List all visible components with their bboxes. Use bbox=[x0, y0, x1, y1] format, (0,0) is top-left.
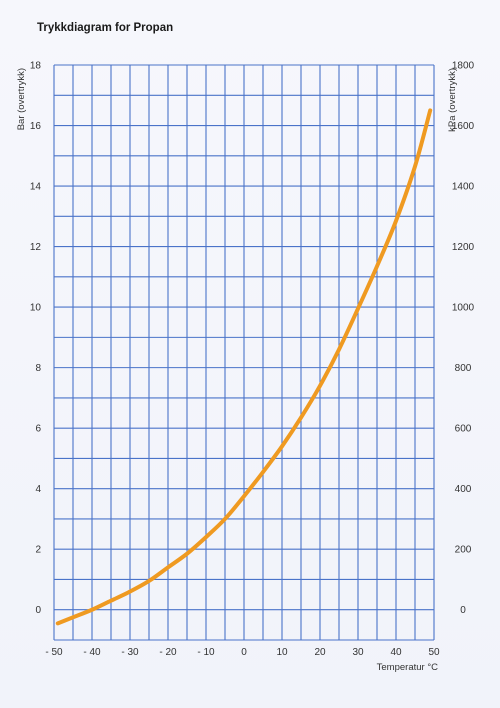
y2-tick-label: 1800 bbox=[452, 61, 475, 72]
axis-titles: Bar (overtrykk) kPa (overtrykk) Temperatur… bbox=[16, 68, 458, 673]
x-tick-label: 10 bbox=[276, 647, 288, 658]
tick-labels: 0246810121416180200400600800100012001400… bbox=[30, 61, 475, 659]
x-tick-label: 50 bbox=[428, 647, 440, 658]
x-axis-title: Temperatur °C bbox=[377, 662, 438, 673]
y-tick-label: 16 bbox=[30, 121, 42, 132]
x-tick-label: 0 bbox=[241, 647, 247, 658]
y2-tick-label: 600 bbox=[455, 424, 472, 435]
y2-tick-label: 1000 bbox=[452, 303, 475, 314]
x-tick-label: - 30 bbox=[121, 647, 139, 658]
y-tick-label: 10 bbox=[30, 303, 42, 314]
x-tick-label: 20 bbox=[314, 647, 326, 658]
x-tick-label: 30 bbox=[352, 647, 364, 658]
y2-tick-label: 1600 bbox=[452, 121, 475, 132]
y-tick-label: 12 bbox=[30, 242, 42, 253]
x-tick-label: - 20 bbox=[159, 647, 177, 658]
y-tick-label: 18 bbox=[30, 61, 42, 72]
y-tick-label: 2 bbox=[35, 545, 41, 556]
series bbox=[55, 108, 433, 626]
y2-tick-label: 800 bbox=[455, 363, 472, 374]
y-tick-label: 6 bbox=[35, 424, 41, 435]
grid bbox=[53, 64, 435, 641]
x-tick-label: - 50 bbox=[45, 647, 63, 658]
y-axis-title: Bar (overtrykk) bbox=[16, 68, 27, 130]
y2-tick-label: 400 bbox=[455, 484, 472, 495]
pressure-curve bbox=[55, 108, 433, 626]
chart-title: Trykkdiagram for Propan bbox=[37, 22, 174, 34]
x-tick-label: - 10 bbox=[197, 647, 215, 658]
x-tick-label: 40 bbox=[390, 647, 402, 658]
y-tick-label: 4 bbox=[35, 484, 41, 495]
y2-tick-label: 0 bbox=[460, 605, 466, 616]
y2-tick-label: 200 bbox=[455, 545, 472, 556]
y-tick-label: 8 bbox=[35, 363, 41, 374]
y-tick-label: 14 bbox=[30, 182, 42, 193]
y2-tick-label: 1400 bbox=[452, 182, 475, 193]
y2-tick-label: 1200 bbox=[452, 242, 475, 253]
y2-axis-title: kPa (overtrykk) bbox=[447, 68, 458, 132]
y-tick-label: 0 bbox=[35, 605, 41, 616]
x-tick-label: - 40 bbox=[83, 647, 101, 658]
